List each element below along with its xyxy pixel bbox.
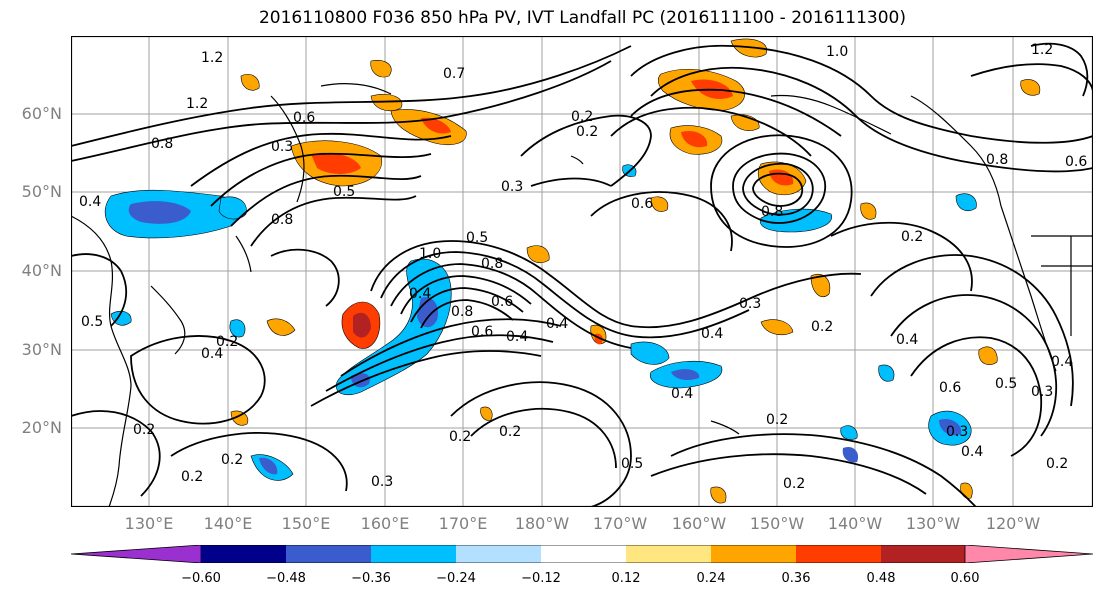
colorbar-tick: −0.60	[181, 571, 221, 586]
contour-label: 0.2	[766, 412, 788, 428]
contour-label: 0.3	[1031, 384, 1053, 400]
lon-label-180w: 180°W	[514, 514, 570, 533]
colorbar-tick: 0.12	[611, 571, 641, 586]
lon-label-140e: 140°E	[203, 514, 253, 533]
contour-label: 0.4	[896, 332, 918, 348]
lon-label-160w: 160°W	[671, 514, 727, 533]
contour-label: 0.2	[133, 422, 155, 438]
contour-label: 0.4	[506, 329, 528, 345]
colorbar-segment	[881, 545, 965, 563]
contour-label: 0.3	[946, 424, 968, 440]
contour-label: 1.0	[419, 246, 441, 262]
contour-label: 0.8	[151, 136, 173, 152]
contour-label: 0.5	[621, 456, 643, 472]
contour-label: 0.6	[491, 294, 513, 310]
contour-label: 0.2	[1046, 456, 1068, 472]
colorbar-segment	[286, 545, 371, 563]
map-title: 2016110800 F036 850 hPa PV, IVT Landfall…	[258, 8, 906, 28]
colorbar-segment	[711, 545, 796, 563]
contour-label: 0.2	[811, 319, 833, 335]
contour-label: 0.2	[576, 124, 598, 140]
contour-label: 0.6	[471, 324, 493, 340]
lat-label-20: 20°N	[21, 418, 62, 437]
contour-label: 0.3	[739, 296, 761, 312]
contour-label: 0.8	[271, 212, 293, 228]
colorbar-tick: −0.36	[351, 571, 391, 586]
lon-label-170e: 170°E	[438, 514, 488, 533]
colorbar-tick: −0.12	[521, 571, 561, 586]
contour-label: 0.2	[571, 109, 593, 125]
lon-label-170w: 170°W	[592, 514, 648, 533]
contour-label: 0.2	[783, 476, 805, 492]
contour-label: 0.4	[961, 444, 983, 460]
coastlines	[71, 83, 1093, 507]
contour-label: 0.7	[443, 66, 465, 82]
colorbar-tick: 0.36	[781, 571, 811, 586]
lon-label-140w: 140°W	[827, 514, 883, 533]
lat-label-60: 60°N	[21, 104, 62, 123]
lat-label-30: 30°N	[21, 340, 62, 359]
contour-label: 0.8	[986, 152, 1008, 168]
contour-label: 0.2	[499, 424, 521, 440]
contour-label: 0.3	[501, 179, 523, 195]
contour-label: 0.3	[271, 139, 293, 155]
pv-contours	[71, 42, 1093, 507]
colorbar-segment	[71, 545, 202, 563]
contour-label: 0.4	[79, 194, 101, 210]
contour-label: 0.4	[546, 316, 568, 332]
colorbar-tick: 0.48	[866, 571, 896, 586]
contour-label: 1.2	[201, 50, 223, 66]
contour-label: 0.6	[1065, 154, 1087, 170]
contour-label: 1.0	[826, 44, 848, 60]
contour-label: 0.4	[701, 326, 723, 342]
graticule	[71, 36, 1093, 507]
contour-label: 0.8	[481, 256, 503, 272]
contour-label: 0.8	[451, 304, 473, 320]
contour-label: 0.6	[293, 110, 315, 126]
colorbar-segment	[541, 545, 626, 563]
colorbar-tick: 0.24	[696, 571, 726, 586]
lon-label-160e: 160°E	[360, 514, 410, 533]
contour-label: 0.5	[333, 184, 355, 200]
colorbar-segment	[796, 545, 881, 563]
contour-label: 0.4	[671, 386, 693, 402]
contour-label: 0.5	[995, 376, 1017, 392]
contour-label: 0.8	[761, 204, 783, 220]
colorbar-segment	[371, 545, 456, 563]
contour-label: 0.2	[216, 334, 238, 350]
lon-label-150w: 150°W	[749, 514, 805, 533]
map-panel: 1.2 1.2 0.7 0.6 0.3 0.8 0.4 0.8 0.5 0.2 …	[71, 36, 1093, 507]
contour-label: 1.2	[186, 96, 208, 112]
colorbar-segment	[964, 545, 1094, 563]
contour-label: 1.2	[1031, 42, 1053, 58]
map-plot: 1.2 1.2 0.7 0.6 0.3 0.8 0.4 0.8 0.5 0.2 …	[71, 36, 1093, 507]
colorbar-segment	[456, 545, 541, 563]
contour-label: 0.6	[939, 380, 961, 396]
lon-label-130w: 130°W	[905, 514, 961, 533]
lon-label-150e: 150°E	[281, 514, 331, 533]
contour-labels: 1.2 1.2 0.7 0.6 0.3 0.8 0.4 0.8 0.5 0.2 …	[79, 42, 1087, 492]
lon-label-120w: 120°W	[985, 514, 1041, 533]
contour-label: 0.2	[901, 229, 923, 245]
colorbar-tick: −0.48	[266, 571, 306, 586]
contour-label: 0.2	[181, 469, 203, 485]
contour-label: 0.4	[1051, 354, 1073, 370]
colorbar-segment	[626, 545, 711, 563]
contour-label: 0.5	[81, 314, 103, 330]
lon-label-130e: 130°E	[124, 514, 174, 533]
contour-label: 0.2	[221, 452, 243, 468]
map-frame	[71, 36, 1093, 507]
colorbar	[71, 545, 1094, 563]
colorbar-tick: 0.60	[950, 571, 980, 586]
colorbar-segment	[201, 545, 286, 563]
contour-label: 0.6	[631, 196, 653, 212]
contour-label: 0.2	[449, 429, 471, 445]
contour-label: 0.3	[371, 474, 393, 490]
contour-label: 0.4	[409, 286, 431, 302]
contour-label: 0.4	[201, 346, 223, 362]
contour-label: 0.5	[466, 230, 488, 246]
colorbar-tick: −0.24	[436, 571, 476, 586]
lat-label-40: 40°N	[21, 261, 62, 280]
lat-label-50: 50°N	[21, 182, 62, 201]
